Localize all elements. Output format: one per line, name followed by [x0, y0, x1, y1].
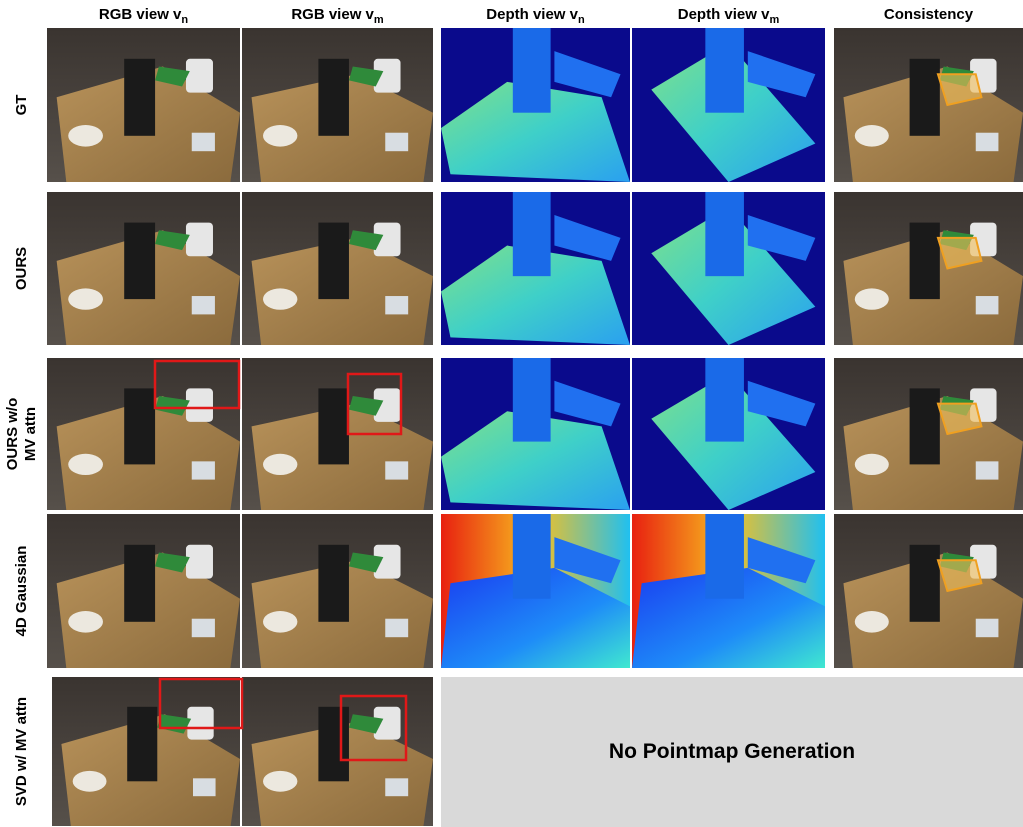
photo-tray: [385, 461, 408, 479]
photo-robot-base: [124, 223, 155, 300]
column-header-subscript: n: [181, 14, 188, 26]
photo-tray: [976, 296, 999, 314]
photo-robot-base: [124, 545, 155, 622]
photo-bowl: [263, 454, 297, 475]
photo-tray: [385, 619, 408, 637]
depth-map-arm: [513, 28, 551, 113]
depth-map-arm: [513, 358, 551, 442]
photo-bowl: [68, 611, 103, 633]
photo-robot-arm: [187, 707, 213, 740]
photo-bowl: [68, 454, 103, 475]
photo-bowl: [855, 454, 889, 475]
photo-robot-base: [318, 59, 349, 136]
row-label: GT: [13, 95, 30, 116]
row-label: SVD w/ MV attn: [13, 697, 30, 806]
photo-tray: [192, 461, 215, 479]
column-header: Depth view vn: [486, 6, 585, 26]
photo-tray: [192, 619, 215, 637]
column-header-text: RGB view v: [291, 6, 374, 23]
column-header-subscript: m: [374, 14, 384, 26]
column-header-text: Consistency: [884, 6, 974, 23]
photo-robot-base: [127, 707, 157, 782]
column-header-subscript: m: [769, 14, 779, 26]
photo-bowl: [263, 611, 297, 633]
photo-tray: [976, 461, 999, 479]
photo-robot-arm: [186, 59, 213, 93]
depth-map-arm: [705, 358, 744, 442]
photo-bowl: [855, 125, 889, 147]
photo-tray: [192, 133, 215, 151]
column-header-text: Depth view v: [486, 6, 578, 23]
photo-robot-base: [318, 707, 349, 782]
placeholder-text: No Pointmap Generation: [609, 740, 855, 763]
row-label: OURS: [13, 247, 30, 290]
photo-robot-arm: [186, 545, 213, 579]
photo-robot-base: [910, 59, 940, 136]
depth-map-arm: [705, 28, 744, 113]
photo-bowl: [855, 611, 889, 633]
photo-tray: [385, 296, 408, 314]
row-label: MV attn: [22, 407, 39, 461]
photo-robot-arm: [186, 223, 213, 257]
row-label: 4D Gaussian: [13, 546, 30, 637]
column-header-subscript: n: [578, 14, 585, 26]
photo-tray: [385, 133, 408, 151]
depth-map-arm: [705, 514, 744, 599]
photo-robot-base: [318, 388, 349, 464]
column-header-text: Depth view v: [678, 6, 770, 23]
photo-robot-base: [124, 59, 155, 136]
photo-bowl: [68, 125, 103, 147]
photo-robot-base: [910, 545, 940, 622]
column-header: RGB view vn: [99, 6, 189, 26]
depth-map-arm: [513, 514, 551, 599]
photo-tray: [976, 133, 999, 151]
column-header: Consistency: [884, 6, 974, 23]
row-label: OURS w/o: [4, 398, 21, 471]
photo-bowl: [263, 125, 297, 147]
photo-bowl: [73, 771, 107, 792]
photo-tray: [385, 778, 408, 796]
photo-tray: [192, 296, 215, 314]
depth-map-arm: [513, 192, 551, 276]
photo-robot-base: [124, 388, 155, 464]
photo-bowl: [855, 288, 889, 309]
photo-bowl: [263, 771, 297, 792]
depth-map-arm: [705, 192, 744, 276]
photo-robot-arm: [186, 388, 213, 421]
photo-robot-base: [318, 223, 349, 300]
photo-tray: [193, 778, 216, 796]
column-header: RGB view vm: [291, 6, 384, 26]
photo-robot-base: [910, 223, 940, 300]
photo-tray: [976, 619, 999, 637]
photo-robot-base: [318, 545, 349, 622]
photo-bowl: [68, 288, 103, 309]
column-header-text: RGB view v: [99, 6, 182, 23]
column-header: Depth view vm: [678, 6, 780, 26]
figure: No Pointmap Generation RGB view vnRGB vi…: [0, 0, 1023, 827]
photo-bowl: [263, 288, 297, 309]
photo-robot-base: [910, 388, 940, 464]
